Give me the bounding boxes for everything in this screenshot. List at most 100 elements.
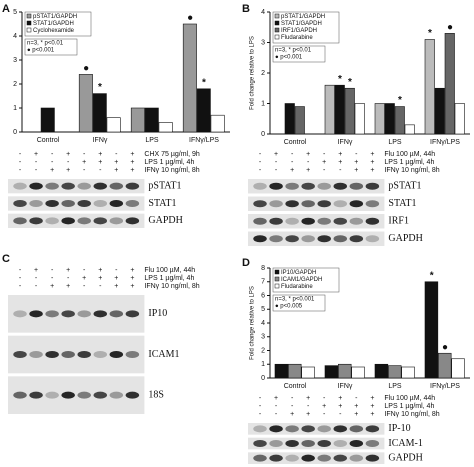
blot-band: [13, 391, 27, 399]
blot-band: [29, 310, 43, 318]
bar: [210, 114, 225, 133]
y-tick-label: 0: [261, 131, 265, 138]
y-tick-label: 5: [13, 9, 17, 16]
blot-band: [349, 200, 364, 208]
blot-band: [365, 217, 380, 225]
condition-sign: -: [35, 159, 38, 166]
x-tick-label: IFNγ: [93, 137, 108, 144]
bar: [182, 23, 197, 133]
condition-sign: -: [259, 151, 262, 158]
band-label: IRF1: [388, 216, 409, 227]
condition-sign: +: [306, 151, 310, 158]
bar: [388, 365, 402, 379]
blot-band: [285, 217, 299, 225]
condition-sign: +: [338, 151, 342, 158]
blot-band: [365, 235, 380, 243]
condition-sign: -: [259, 159, 262, 166]
blot-band: [333, 235, 348, 243]
y-tick-label: 1: [261, 100, 265, 107]
y-tick-label: 3: [13, 57, 17, 64]
y-tick-label: 6: [261, 292, 265, 299]
blot-band: [61, 391, 75, 399]
blot-band: [349, 425, 364, 433]
condition-sign: +: [370, 151, 374, 158]
condition-sign: +: [130, 275, 134, 282]
condition-sign: -: [275, 403, 278, 410]
condition-sign: +: [130, 167, 134, 174]
condition-sign: -: [259, 403, 262, 410]
blot-band: [365, 200, 380, 208]
band-label: 18S: [148, 389, 164, 400]
legend-swatch: [274, 269, 280, 275]
condition-sign: +: [114, 159, 118, 166]
legend-box: [272, 267, 340, 293]
condition-sign: -: [19, 283, 22, 290]
blot-band: [77, 200, 91, 207]
legend-swatch: [26, 13, 32, 19]
bar: [354, 103, 365, 135]
condition-sign: -: [323, 151, 326, 158]
band-label: STAT1: [148, 198, 176, 209]
x-tick-label: LPS: [145, 137, 159, 144]
blot-band: [285, 182, 299, 190]
blot-band: [317, 235, 331, 243]
blot-band: [333, 440, 348, 447]
bar: [324, 365, 339, 379]
condition-sign: -: [115, 151, 118, 158]
blot-band: [93, 310, 108, 318]
condition-sign: +: [66, 167, 70, 174]
condition-sign: -: [83, 267, 86, 274]
bar: [92, 93, 107, 133]
band-label: pSTAT1: [148, 180, 181, 191]
condition-sign: +: [370, 411, 374, 418]
blot-band: [109, 310, 124, 318]
blot-band: [253, 235, 267, 243]
condition-sign: -: [99, 283, 102, 290]
condition-label: CHX 75 µg/ml, 9h: [144, 151, 199, 158]
condition-sign: +: [66, 151, 70, 158]
blot-band: [61, 182, 75, 190]
annotation-box: [272, 45, 326, 63]
blot-band: [109, 351, 124, 358]
legend-label: Fludarabine: [281, 284, 313, 290]
blot-band: [61, 310, 75, 318]
band-label: ICAM1: [148, 349, 179, 360]
blot-band: [333, 200, 348, 208]
bar: [301, 366, 315, 379]
y-tick-label: 5: [261, 306, 265, 313]
blot-band: [285, 235, 299, 243]
legend-label: STAT1/GAPDH: [281, 21, 322, 27]
bar: [451, 358, 465, 379]
blot-band: [349, 235, 364, 243]
blot-strip: [248, 196, 385, 211]
condition-sign: +: [274, 395, 278, 402]
blot-band: [269, 425, 283, 433]
blot-band: [29, 391, 43, 399]
condition-sign: -: [83, 151, 86, 158]
y-axis-label: Fold change relative to LPS: [250, 286, 256, 360]
significance-marker: ●: [187, 13, 193, 24]
blot-band: [93, 217, 108, 225]
y-tick-label: 0: [13, 129, 17, 136]
bar: [374, 103, 385, 135]
bar: [284, 103, 295, 135]
condition-label: IFNγ 10 ng/ml, 8h: [384, 167, 439, 174]
bar: [454, 103, 465, 135]
legend-swatch: [274, 283, 280, 289]
band-label: pSTAT1: [388, 181, 421, 192]
condition-sign: -: [83, 283, 86, 290]
legend-box: [24, 11, 92, 37]
condition-sign: +: [50, 283, 54, 290]
y-tick-label: 2: [261, 347, 265, 354]
blot-band: [301, 217, 315, 225]
y-axis-label: Fold change relative to LPS: [250, 36, 256, 110]
condition-label: LPS 1 µg/ml, 4h: [144, 159, 194, 166]
blot-band: [365, 425, 380, 433]
legend-label: Cyclohexamide: [33, 28, 75, 34]
annotation-box: [24, 38, 78, 56]
blot-strip: [8, 179, 145, 194]
x-tick-label: LPS: [388, 383, 402, 390]
blot-band: [29, 182, 43, 190]
blot-band: [29, 217, 43, 225]
condition-sign: -: [35, 275, 38, 282]
